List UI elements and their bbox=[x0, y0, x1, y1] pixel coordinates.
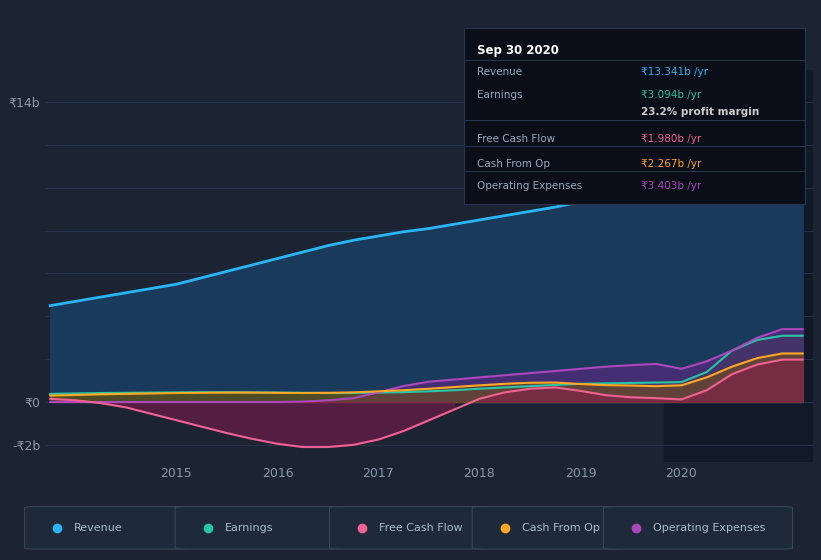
Text: Operating Expenses: Operating Expenses bbox=[653, 523, 765, 533]
FancyBboxPatch shape bbox=[329, 506, 488, 549]
Text: Free Cash Flow: Free Cash Flow bbox=[478, 134, 556, 144]
Text: Cash From Op: Cash From Op bbox=[521, 523, 599, 533]
FancyBboxPatch shape bbox=[472, 506, 623, 549]
Text: Cash From Op: Cash From Op bbox=[478, 158, 551, 169]
Bar bbox=[664, 70, 813, 462]
FancyBboxPatch shape bbox=[25, 506, 190, 549]
FancyBboxPatch shape bbox=[603, 506, 792, 549]
FancyBboxPatch shape bbox=[175, 506, 341, 549]
Text: ₹3.403b /yr: ₹3.403b /yr bbox=[641, 181, 701, 192]
Text: ₹3.094b /yr: ₹3.094b /yr bbox=[641, 90, 701, 100]
Text: 23.2% profit margin: 23.2% profit margin bbox=[641, 108, 759, 118]
Text: Revenue: Revenue bbox=[478, 67, 523, 77]
Text: Sep 30 2020: Sep 30 2020 bbox=[478, 44, 559, 57]
Text: Operating Expenses: Operating Expenses bbox=[478, 181, 583, 192]
Text: Free Cash Flow: Free Cash Flow bbox=[378, 523, 462, 533]
Text: ₹1.980b /yr: ₹1.980b /yr bbox=[641, 134, 701, 144]
Text: Revenue: Revenue bbox=[74, 523, 123, 533]
Text: Earnings: Earnings bbox=[478, 90, 523, 100]
Text: Earnings: Earnings bbox=[224, 523, 273, 533]
Text: ₹2.267b /yr: ₹2.267b /yr bbox=[641, 158, 701, 169]
Text: ₹13.341b /yr: ₹13.341b /yr bbox=[641, 67, 708, 77]
